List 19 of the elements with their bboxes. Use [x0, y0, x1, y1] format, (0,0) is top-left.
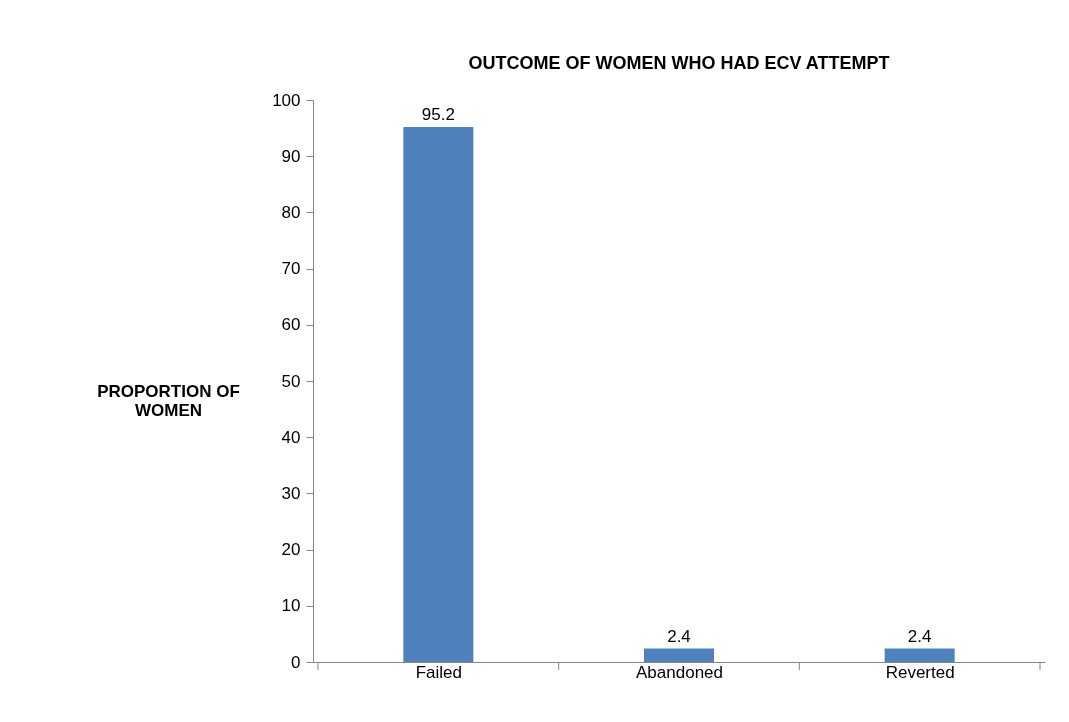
y-tick-label: 10: [281, 596, 301, 616]
x-tick-label: Reverted: [885, 662, 955, 682]
y-tick-label: 90: [281, 146, 301, 166]
x-tick-label: Failed: [415, 662, 462, 682]
chart-title: OUTCOME OF WOMEN WHO HAD ECV ATTEMPT: [468, 53, 890, 73]
data-label: 2.4: [907, 626, 932, 646]
x-tick-label: Abandoned: [636, 662, 723, 682]
y-tick-label: 100: [272, 90, 301, 110]
data-label: 2.4: [667, 626, 691, 646]
data-label: 95.2: [421, 104, 455, 124]
y-tick-label: 30: [281, 483, 301, 503]
y-tick-label: 50: [281, 371, 301, 391]
y-tick-label: 80: [281, 202, 301, 222]
y-tick-label: 40: [281, 427, 301, 447]
y-tick-label: 70: [281, 259, 301, 279]
y-tick-label: 20: [281, 540, 301, 560]
y-tick-label: 0: [291, 652, 301, 672]
y-tick-label: 60: [281, 315, 301, 335]
y-axis-title: PROPORTION OF WOMEN: [97, 381, 240, 420]
